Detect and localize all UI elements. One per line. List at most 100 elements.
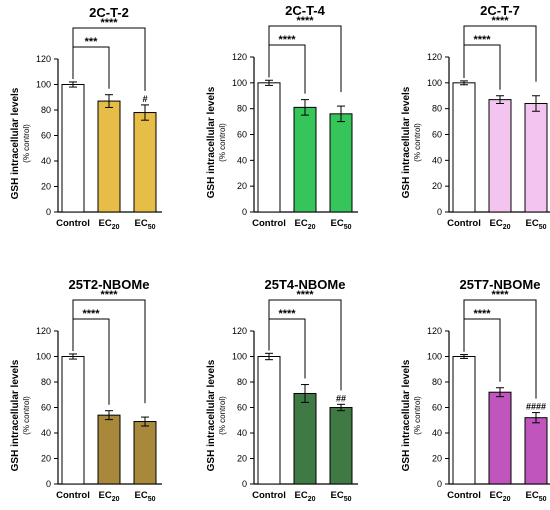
category-label-1: Control [252,218,286,229]
y-tick-label: 120 [232,326,247,336]
category-label-1: Control [56,218,90,229]
y-tick-label: 80 [41,377,51,387]
category-subscript: 50 [148,496,156,503]
significance-bracket-2 [72,27,146,91]
category-label-3: EC50 [526,218,547,231]
y-tick-label: 40 [237,428,247,438]
significance-bracket-2 [463,299,537,399]
y-tick-label: 40 [432,155,442,165]
y-tick-label: 40 [237,155,247,165]
bar-1 [257,356,281,485]
bar-2 [488,99,512,213]
bar-mark-3: # [142,94,147,104]
category-subscript: 20 [112,224,120,231]
y-tick-label: 80 [237,377,247,387]
significance-label-1: **** [473,34,491,46]
category-label-2: EC20 [295,490,316,503]
category-subscript: 20 [112,496,120,503]
bar-1 [61,84,85,213]
category-label-1: Control [252,490,286,501]
category-label-2: EC20 [99,218,120,231]
bar-mark-3: ## [336,393,346,403]
significance-bracket-2 [72,299,146,404]
category-subscript: 50 [344,496,352,503]
y-tick-label: 120 [427,52,442,62]
bar-mark-3: #### [526,402,546,412]
y-tick-label: 80 [432,377,442,387]
bar-3 [524,103,548,213]
bar-1 [452,356,476,485]
category-label-2: EC20 [490,490,511,503]
category-label-1: Control [447,490,481,501]
y-axis-label: GSH intracellular levels [206,86,217,198]
significance-label-2: **** [296,15,314,27]
y-tick-label: 100 [427,352,442,362]
significance-label-1: **** [278,308,296,320]
y-axis-sublabel: (% control) [413,396,422,435]
category-main: EC [526,218,539,229]
chart-title: 25T2-NBOMe [69,277,150,292]
category-main: Control [252,218,286,229]
significance-label-2: **** [100,289,118,301]
category-subscript: 20 [503,496,511,503]
category-label-3: EC50 [135,490,156,503]
chart-panel-5: 0 20 40 60 80 100 120 GSH intracellular levels(… [206,277,358,503]
category-main: Control [252,490,286,501]
category-subscript: 20 [503,224,511,231]
bar-3 [133,421,157,485]
y-axis-sublabel: (% control) [413,123,422,162]
chart-title: 2C-T-7 [480,3,520,18]
y-axis-label: GSH intracellular levels [10,359,21,471]
bar-1 [452,82,476,213]
y-tick-label: 60 [237,130,247,140]
category-subscript: 50 [539,496,547,503]
y-tick-label: 60 [41,403,51,413]
y-tick-label: 40 [41,428,51,438]
bar-1 [61,356,85,485]
category-label-1: Control [447,218,481,229]
y-tick-label: 120 [232,52,247,62]
significance-bracket-2 [268,299,342,391]
y-tick-label: 80 [432,104,442,114]
category-label-3: EC50 [331,490,352,503]
category-label-2: EC20 [99,490,120,503]
category-main: EC [331,218,344,229]
category-subscript: 50 [148,224,156,231]
category-main: EC [135,218,148,229]
y-tick-label: 20 [432,181,442,191]
category-subscript: 50 [344,224,352,231]
y-axis-sublabel: (% control) [218,396,227,435]
y-tick-label: 0 [242,207,247,217]
category-main: EC [295,490,308,501]
chart-title: 2C-T-2 [89,5,129,20]
y-tick-label: 40 [432,428,442,438]
y-tick-label: 20 [237,454,247,464]
y-tick-label: 80 [237,104,247,114]
y-tick-label: 60 [432,130,442,140]
y-tick-label: 20 [41,454,51,464]
bar-1 [257,82,281,213]
bar-2 [488,391,512,485]
y-tick-label: 20 [41,182,51,192]
category-main: EC [490,218,503,229]
y-tick-label: 20 [237,181,247,191]
category-label-3: EC50 [331,218,352,231]
significance-bracket-2 [463,25,537,82]
category-subscript: 20 [308,224,316,231]
category-main: EC [295,218,308,229]
y-tick-label: 100 [232,352,247,362]
category-main: EC [331,490,344,501]
bar-3 [329,113,353,213]
chart-panel-2: 0 20 40 60 80 100 120 GSH intracellular levels(… [206,3,358,231]
category-label-3: EC50 [135,218,156,231]
y-axis-label: GSH intracellular levels [206,359,217,471]
y-axis-sublabel: (% control) [218,123,227,162]
y-tick-label: 80 [41,105,51,115]
y-tick-label: 100 [36,80,51,90]
category-label-1: Control [56,490,90,501]
bar-2 [293,106,317,213]
y-tick-label: 100 [36,352,51,362]
bar-3 [133,112,157,213]
bar-2 [293,392,317,485]
y-tick-label: 120 [36,54,51,64]
